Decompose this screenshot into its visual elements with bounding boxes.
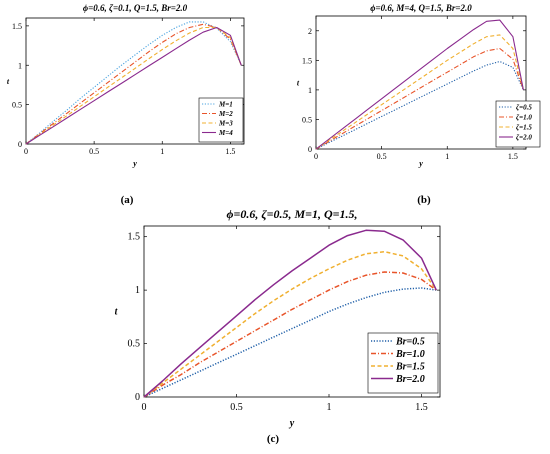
- legend-label: Br=1.0: [395, 349, 425, 360]
- series-line: [25, 26, 242, 145]
- panel-b: ϕ=0.6, M=4, Q=1.5, Br=2.0 0 0.5 1 1.5 0 0.5 1 1.…: [297, 3, 541, 206]
- legend-label: ζ=0.5: [516, 104, 532, 112]
- chart-title: ϕ=0.6, ζ=0.5, M=1, Q=1.5,: [227, 207, 358, 221]
- legend-label: M=4: [218, 129, 233, 137]
- x-tick-label: 1.5: [225, 147, 235, 156]
- plot-frame: [315, 15, 527, 150]
- panel-label: (c): [267, 433, 280, 445]
- series-line: [143, 250, 437, 398]
- x-tick-label: 1: [160, 147, 164, 156]
- y-axis-label: t: [7, 77, 10, 86]
- x-axis-label: y: [132, 159, 137, 168]
- legend-label: M=1: [218, 101, 233, 109]
- legend-label: Br=1.5: [395, 362, 425, 373]
- y-tick-label: 0.5: [128, 339, 141, 350]
- chart-title: ϕ=0.6, M=4, Q=1.5, Br=2.0: [370, 3, 472, 13]
- legend-box: [495, 100, 541, 148]
- panel-c: ϕ=0.6, ζ=0.5, M=1, Q=1.5, 0 0.5 1 1.5 0 0.5 1 1.…: [115, 207, 441, 445]
- y-tick-label: 1.5: [12, 22, 22, 31]
- y-tick-label: 2: [308, 27, 312, 36]
- y-tick-label: 0.5: [302, 115, 312, 124]
- chart-title: ϕ=0.6, ζ=0.1, Q=1.5, Br=2.0: [83, 3, 188, 13]
- y-tick-label: 1: [308, 86, 312, 95]
- series-line: [143, 271, 437, 398]
- legend-label: ζ=1.0: [516, 114, 532, 122]
- y-tick-label: 1.5: [302, 56, 312, 65]
- y-tick-label: 0.5: [12, 101, 22, 110]
- y-tick-label: 0: [308, 145, 312, 154]
- legend-label: ζ=1.5: [516, 124, 532, 132]
- plot-frame: [143, 225, 441, 398]
- legend-label: Br=2.0: [395, 374, 425, 385]
- panel-label: (a): [121, 194, 134, 206]
- x-axis-label: y: [418, 159, 423, 168]
- x-tick-label: 0: [24, 147, 28, 156]
- x-tick-label: 1: [327, 402, 332, 413]
- legend-box: [198, 97, 244, 143]
- x-tick-label: 0: [142, 402, 147, 413]
- series-line: [315, 34, 524, 150]
- series-line: [143, 287, 437, 398]
- x-tick-label: 1.5: [508, 152, 518, 161]
- x-tick-label: 0: [314, 152, 318, 161]
- y-tick-label: 0: [135, 392, 140, 403]
- series-line: [25, 21, 242, 145]
- panel-label: (b): [417, 194, 431, 206]
- series-line: [315, 19, 524, 150]
- x-tick-label: 0.5: [230, 402, 243, 413]
- y-axis-label: t: [115, 307, 119, 318]
- panel-a: ϕ=0.6, ζ=0.1, Q=1.5, Br=2.0 0 0.5 1 1.5 0 0.5 1…: [7, 3, 245, 206]
- y-tick-label: 1: [18, 61, 22, 70]
- series-line: [143, 229, 437, 398]
- legend-label: M=3: [218, 120, 233, 128]
- y-tick-label: 1.5: [128, 232, 141, 243]
- legend-label: M=2: [218, 110, 233, 118]
- legend-label: Br=0.5: [395, 337, 425, 348]
- y-tick-label: 0: [18, 140, 22, 149]
- x-tick-label: 1: [445, 152, 449, 161]
- x-axis-label: y: [289, 418, 295, 429]
- legend-box: [367, 332, 439, 394]
- legend-label: ζ=2.0: [516, 134, 532, 142]
- y-tick-label: 1: [135, 285, 140, 296]
- x-tick-label: 0.5: [377, 152, 387, 161]
- y-axis-label: t: [297, 79, 300, 88]
- x-tick-label: 0.5: [89, 147, 99, 156]
- plot-frame: [25, 17, 245, 145]
- series-line: [315, 47, 524, 150]
- series-line: [25, 26, 242, 145]
- x-tick-label: 1.5: [415, 402, 428, 413]
